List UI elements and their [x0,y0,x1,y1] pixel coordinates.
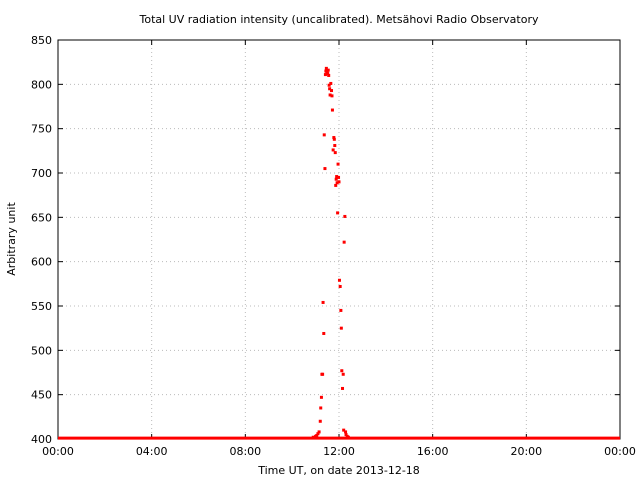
data-point [326,68,330,72]
data-point [321,300,325,304]
data-point [330,108,334,112]
data-point [329,81,333,85]
data-point [346,435,350,439]
x-tick-label: 20:00 [510,445,542,458]
data-point [323,167,327,171]
data-point [322,331,326,335]
x-tick-label: 00:00 [42,445,74,458]
data-point [344,433,348,437]
data-point [327,73,331,77]
data-point [315,433,319,437]
data-point [331,148,335,152]
y-axis-label: Arbitrary unit [5,202,18,276]
y-tick-label: 650 [31,211,52,224]
data-point [341,386,345,390]
data-point [332,136,336,140]
data-point [327,83,331,87]
data-point [330,94,334,98]
y-tick-label: 450 [31,389,52,402]
data-point [311,435,315,439]
data-point [334,183,338,187]
data-point [333,151,337,155]
data-point [341,372,345,376]
data-point [316,432,320,436]
x-tick-label: 12:00 [323,445,355,458]
data-point [337,180,341,184]
x-tick-label: 04:00 [136,445,168,458]
data-point [337,175,341,179]
data-point [340,369,344,373]
data-point [326,72,330,76]
x-tick-label: 08:00 [229,445,261,458]
data-point [342,428,346,432]
plot-frame [57,39,621,440]
data-point [338,284,342,288]
y-tick-label: 500 [31,344,52,357]
data-points [58,66,620,440]
data-point [339,326,343,330]
data-point [318,419,322,423]
data-point [323,73,327,77]
data-point [344,430,348,434]
data-point [335,175,339,179]
data-point [321,372,325,376]
y-tick-label: 800 [31,78,52,91]
data-point [319,395,323,399]
y-tick-label: 550 [31,300,52,313]
x-tick-label: 00:00 [604,445,636,458]
y-tick-label: 850 [31,34,52,47]
data-point [324,66,328,70]
x-tick-label: 16:00 [417,445,449,458]
y-tick-label: 750 [31,123,52,136]
chart-title: Total UV radiation intensity (uncalibrat… [139,13,539,26]
data-point [335,181,339,185]
data-point [337,278,341,282]
data-point [342,240,346,244]
data-point [336,162,340,166]
data-point [317,430,321,434]
data-point [328,93,332,97]
data-point [332,137,336,141]
data-point [319,406,323,410]
axis-ticks: 400 450 500 550 600 650 700 750 800 850 00:00 04:00… [31,34,636,458]
y-tick-label: 600 [31,256,52,269]
data-point [330,89,334,93]
data-point [328,87,332,91]
y-tick-label: 400 [31,433,52,446]
data-point [339,308,343,312]
x-axis-label: Time UT, on date 2013-12-18 [257,464,420,477]
data-point [334,177,338,181]
data-point [343,214,347,218]
data-point [333,144,337,148]
grid [58,40,620,439]
data-point [322,133,326,137]
data-point [336,211,340,215]
y-tick-label: 700 [31,167,52,180]
